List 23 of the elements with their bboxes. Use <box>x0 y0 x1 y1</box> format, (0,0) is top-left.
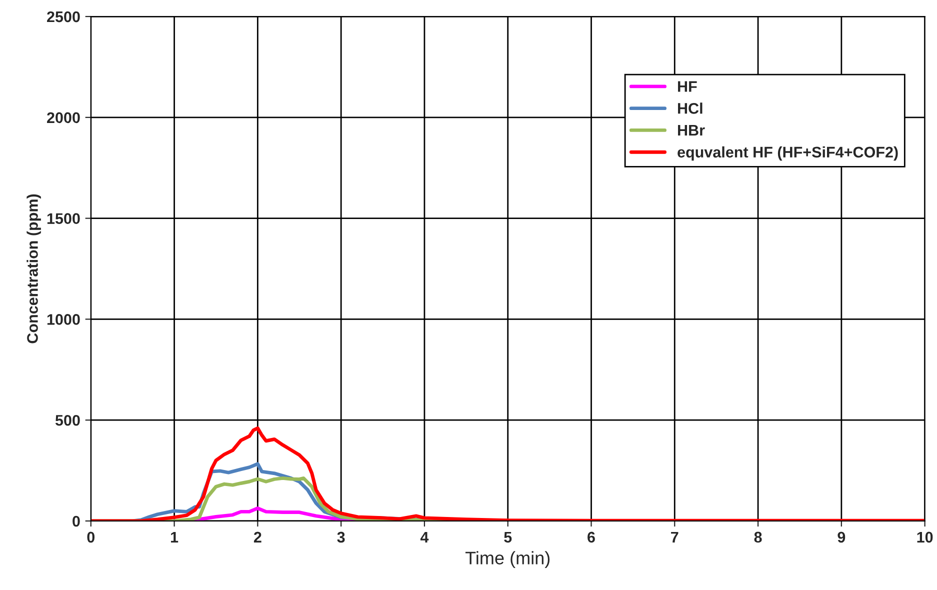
y-axis-title: Concentration (ppm) <box>26 194 41 344</box>
x-tick-label: 2 <box>254 532 262 542</box>
y-tick-label: 500 <box>55 414 80 426</box>
legend-label: HF <box>678 81 697 92</box>
legend-label: HCl <box>678 102 702 114</box>
y-tick-label: 0 <box>72 516 80 527</box>
x-tick-label: 1 <box>170 532 178 542</box>
y-tick-label: 1000 <box>47 314 80 325</box>
legend-label: equvalent HF (HF+SiF4+COF2) <box>678 146 898 161</box>
x-tick-label: 6 <box>588 532 595 543</box>
x-tick-label: 0 <box>87 532 95 543</box>
legend-label: HBr <box>678 125 705 136</box>
y-tick-label: 2000 <box>47 112 80 124</box>
x-tick-label: 9 <box>838 532 846 543</box>
x-axis-title: Time (min) <box>465 551 550 568</box>
y-tick-label: 2500 <box>47 11 80 22</box>
x-tick-label: 10 <box>917 532 933 543</box>
x-tick-label: 5 <box>504 532 512 543</box>
x-tick-label: 3 <box>337 532 345 543</box>
y-tick-label: 1500 <box>47 213 80 224</box>
x-tick-label: 7 <box>671 532 678 542</box>
x-tick-label: 4 <box>420 532 429 542</box>
x-tick-label: 8 <box>754 532 762 543</box>
